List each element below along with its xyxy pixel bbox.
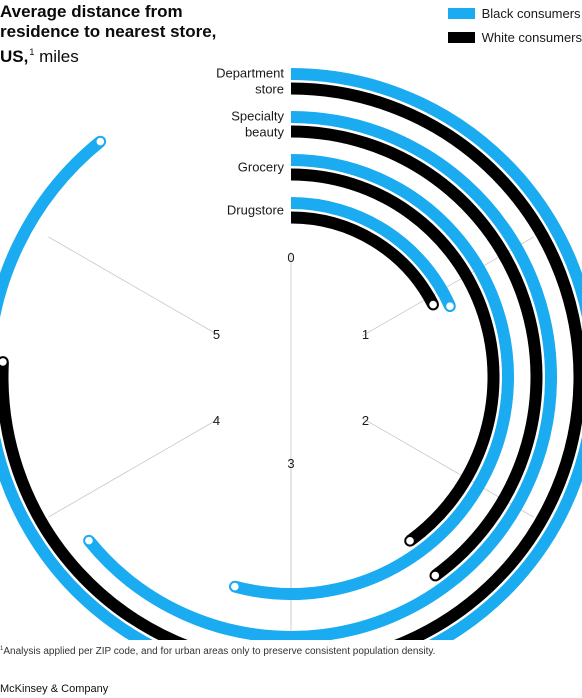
legend-swatch-white-consumers — [447, 31, 475, 43]
title-footnote-marker: 1 — [29, 47, 35, 57]
arc-end-grocery-white — [404, 535, 416, 547]
tick-label-1: 1 — [362, 327, 369, 342]
gridline-4 — [48, 417, 221, 518]
category-label-department-store: Department store — [216, 65, 284, 96]
tick-label-3: 3 — [287, 456, 294, 471]
chart-title-text: Average distance from residence to neare… — [0, 2, 217, 66]
arc-department-store-white — [0, 82, 582, 640]
category-label-specialty-beauty: Specialty beauty — [231, 108, 284, 139]
category-label-grocery: Grocery — [238, 159, 285, 174]
category-label-line: beauty — [245, 124, 285, 139]
footnote-text: Analysis applied per ZIP code, and for u… — [3, 646, 436, 657]
radial-bar-chart: Department store Specialty beauty Grocery Dru… — [0, 65, 582, 640]
arc-end-specialty-beauty-black — [83, 534, 95, 547]
chart-title: Average distance from residence to neare… — [0, 2, 240, 67]
legend-item-black-consumers: Black consumers — [447, 2, 582, 24]
footnote-marker: 1 — [0, 646, 4, 652]
arc-end-specialty-beauty-white — [429, 569, 442, 582]
legend-label-black-consumers: Black consumers — [481, 5, 581, 21]
arc-end-department-store-black — [94, 135, 107, 148]
arc-drugstore-black — [290, 197, 456, 309]
category-label-drugstore: Drugstore — [227, 202, 284, 217]
legend-swatch-black-consumers — [447, 7, 475, 19]
arc-end-drugstore-white — [427, 298, 439, 311]
category-label-line: Department — [216, 65, 284, 80]
category-label-line: Specialty — [231, 108, 284, 123]
category-label-line: Grocery — [238, 159, 285, 174]
category-label-line: store — [255, 81, 284, 96]
source-credit: McKinsey & Company — [0, 683, 109, 695]
tick-label-2: 2 — [362, 413, 369, 428]
arc-grocery-white — [290, 168, 500, 546]
legend-label-white-consumers: White consumers — [481, 29, 582, 45]
tick-label-4: 4 — [213, 413, 220, 428]
chart-title-unit: miles — [39, 47, 79, 66]
arc-drugstore-white — [290, 211, 439, 308]
gridline-5 — [48, 236, 221, 337]
legend: Black consumers White consumers — [447, 2, 582, 50]
arc-department-store-black — [0, 68, 582, 640]
tick-label-0: 0 — [287, 250, 294, 265]
footnote: 1Analysis applied per ZIP code, and for … — [0, 646, 435, 657]
arc-specialty-beauty-white — [290, 125, 543, 581]
arc-end-drugstore-black — [444, 300, 456, 313]
category-label-line: Drugstore — [227, 202, 284, 217]
tick-label-5: 5 — [213, 327, 220, 342]
arc-specialty-beauty-black — [84, 111, 557, 640]
arc-end-grocery-black — [229, 580, 241, 593]
arc-end-department-store-white — [0, 356, 9, 368]
legend-item-white-consumers: White consumers — [447, 26, 582, 48]
arc-grocery-black — [233, 154, 514, 600]
